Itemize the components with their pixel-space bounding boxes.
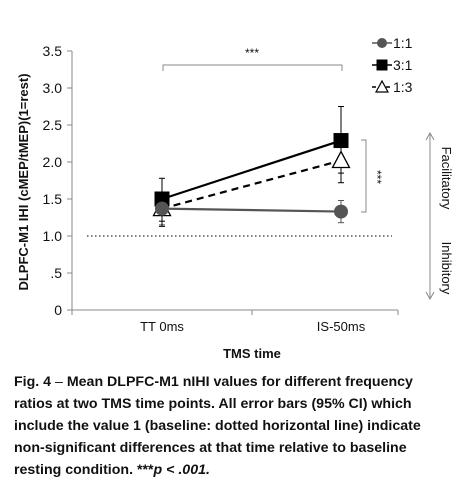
y-axis-label: DLPFC-M1 IHI (cMEP/tMEP)(1=rest) — [16, 73, 31, 290]
significance-bracket-side — [361, 139, 367, 213]
x-axis-label: TMS time — [223, 346, 281, 361]
data-point-circle — [155, 201, 169, 216]
y-tick-label: 0 — [54, 302, 62, 318]
caption-dash: – — [51, 374, 67, 390]
y-tick-label: 1.0 — [43, 228, 63, 244]
series-3-1 — [159, 106, 344, 222]
series-1-3 — [159, 146, 344, 227]
legend-label: 1:1 — [393, 35, 413, 51]
legend-label: 1:3 — [393, 79, 413, 95]
series-line — [161, 207, 342, 213]
caption-p-value: p < .001. — [153, 462, 210, 478]
legend-marker — [377, 38, 387, 48]
chart: 0 .5 1.0 1.5 2.0 2.5 3.0 3.5 TT 0ms IS-50ms 1:1 3… — [16, 35, 454, 361]
caption-label: Fig. 4 — [14, 374, 52, 390]
series-line — [161, 159, 342, 210]
series-group — [152, 106, 351, 227]
region-arrow-head-down — [425, 291, 435, 301]
legend-label: 3:1 — [393, 57, 413, 73]
plot-frame — [71, 51, 398, 311]
markers-1-3 — [152, 150, 351, 217]
legend-item: 1:3 — [372, 79, 413, 95]
data-point-triangle — [331, 150, 351, 169]
data-point-circle — [334, 204, 348, 219]
y-tick-label: 2.5 — [43, 117, 63, 133]
significance-bracket-top — [162, 64, 343, 71]
figure-caption: Fig. 4 – Mean DLPFC-M1 nIHI values for d… — [14, 371, 454, 481]
region-label-facilitatory: Facilitatory — [439, 147, 454, 210]
series-1-1 — [159, 192, 344, 226]
legend-item: 3:1 — [372, 57, 413, 73]
y-tick-label: 3.5 — [43, 43, 63, 59]
region-arrow-head-up — [425, 131, 435, 141]
legend-marker — [376, 59, 388, 71]
y-tick-labels: 0 .5 1.0 1.5 2.0 2.5 3.0 3.5 — [43, 43, 72, 318]
legend: 1:1 3:1 1:3 — [372, 35, 413, 95]
y-tick-label: 1.5 — [43, 191, 63, 207]
caption-text: Mean DLPFC-M1 nIHI values for different … — [14, 374, 421, 478]
x-tick-label: TT 0ms — [140, 319, 184, 334]
y-tick-label: .5 — [50, 265, 62, 281]
y-tick-label: 2.0 — [43, 154, 63, 170]
legend-marker — [374, 79, 390, 93]
data-point-square — [333, 133, 349, 149]
series-line — [161, 139, 342, 201]
region-label-inhibitory: Inhibitory — [439, 242, 454, 295]
significance-stars-top: *** — [245, 46, 259, 60]
x-tick-label: IS-50ms — [317, 319, 366, 334]
legend-item: 1:1 — [372, 35, 413, 51]
annotations: *** *** Facilitatory Inhibitory — [162, 46, 454, 301]
x-tick-labels: TT 0ms IS-50ms — [71, 310, 399, 334]
markers-1-1 — [155, 201, 348, 219]
y-tick-label: 3.0 — [43, 80, 63, 96]
significance-stars-side: *** — [370, 170, 384, 184]
